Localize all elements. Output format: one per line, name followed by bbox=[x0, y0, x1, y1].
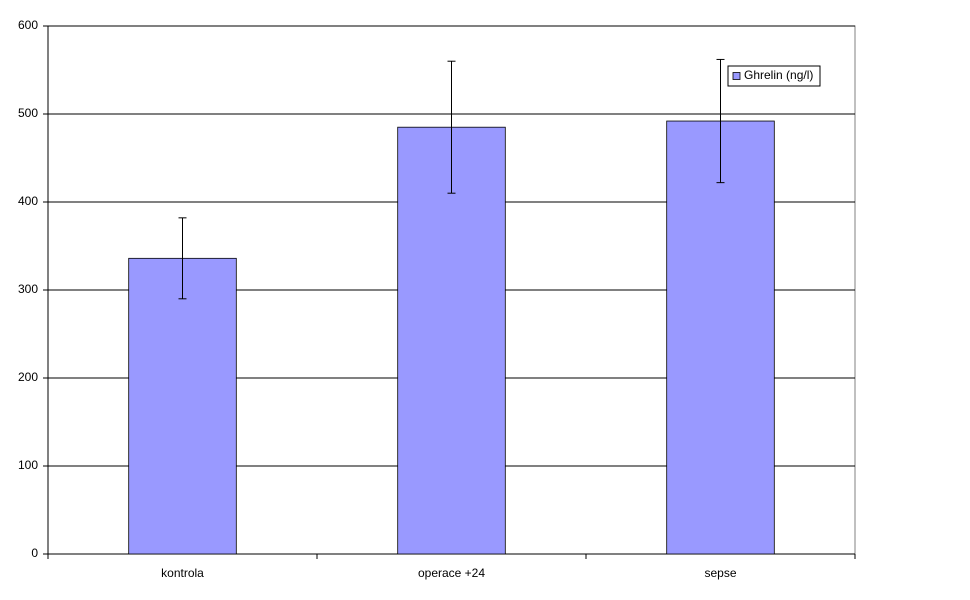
error-bar bbox=[447, 60, 456, 194]
x-tick-label: kontrola bbox=[161, 566, 204, 580]
legend-box bbox=[727, 65, 821, 87]
error-bar bbox=[178, 217, 187, 300]
y-tick-label: 0 bbox=[31, 546, 38, 560]
x-tick-label: sepse bbox=[704, 566, 736, 580]
y-tick-label: 100 bbox=[18, 458, 38, 472]
bar bbox=[397, 126, 506, 555]
bar bbox=[128, 257, 237, 555]
legend-label: Ghrelin (ng/l) bbox=[744, 68, 813, 82]
y-tick-label: 300 bbox=[18, 282, 38, 296]
y-tick-label: 200 bbox=[18, 370, 38, 384]
x-tick-label: operace +24 bbox=[418, 566, 485, 580]
legend-swatch bbox=[732, 72, 741, 80]
y-tick-label: 500 bbox=[18, 106, 38, 120]
y-tick-label: 600 bbox=[18, 18, 38, 32]
y-tick-label: 400 bbox=[18, 194, 38, 208]
bar bbox=[666, 120, 775, 555]
error-bar bbox=[716, 58, 725, 184]
